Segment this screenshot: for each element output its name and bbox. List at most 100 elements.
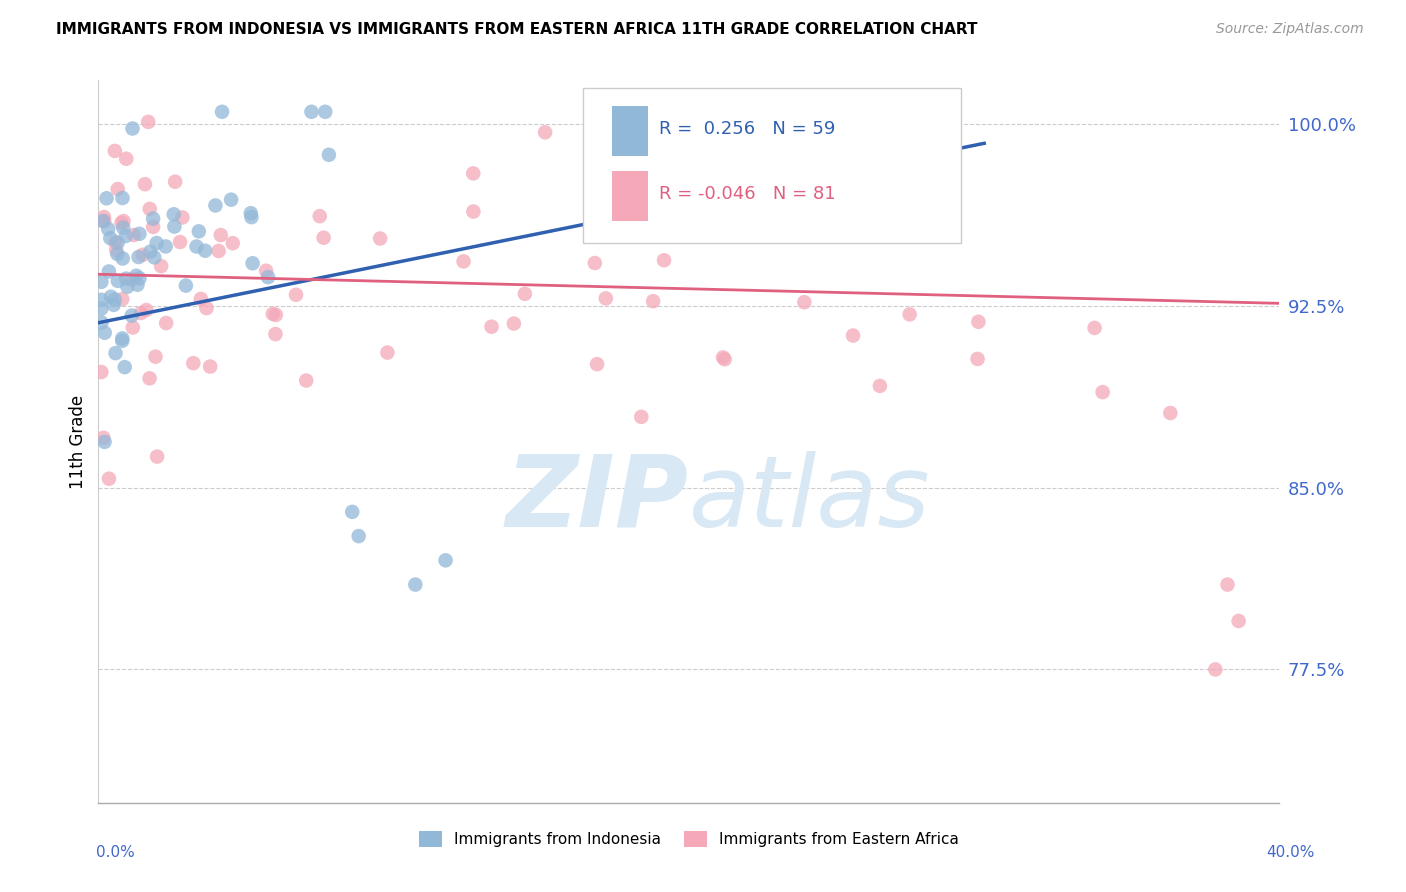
Point — [186, 239, 208, 253]
Point — [107, 274, 129, 288]
Point — [128, 250, 150, 264]
Point — [93, 434, 115, 449]
Point — [121, 121, 143, 136]
Point — [318, 148, 340, 162]
Text: R =  0.256   N = 59: R = 0.256 N = 59 — [659, 120, 835, 138]
Point — [107, 182, 129, 196]
Point — [209, 228, 232, 243]
Point — [115, 152, 138, 166]
Point — [239, 206, 262, 220]
Point — [713, 352, 735, 367]
Point — [368, 231, 391, 245]
Point — [115, 271, 138, 285]
Point — [181, 356, 204, 370]
Point — [104, 346, 127, 360]
FancyBboxPatch shape — [582, 87, 960, 243]
Point — [1227, 614, 1250, 628]
Point — [146, 450, 169, 464]
Point — [105, 243, 128, 257]
Point — [174, 278, 197, 293]
Point — [93, 326, 115, 340]
Point — [941, 195, 963, 210]
Point — [90, 275, 112, 289]
Point — [138, 371, 160, 385]
Text: ZIP: ZIP — [506, 450, 689, 548]
Point — [115, 229, 138, 244]
Point — [104, 235, 127, 250]
FancyBboxPatch shape — [612, 170, 648, 221]
Point — [163, 207, 186, 221]
Point — [128, 271, 150, 285]
Point — [194, 244, 217, 258]
Point — [842, 328, 865, 343]
Point — [453, 254, 475, 268]
Point — [96, 191, 118, 205]
Point — [967, 315, 990, 329]
Point — [93, 431, 115, 445]
Point — [1216, 577, 1239, 591]
FancyBboxPatch shape — [612, 105, 648, 156]
Point — [93, 214, 115, 228]
Point — [599, 203, 621, 218]
Point — [98, 231, 121, 245]
Point — [103, 298, 125, 312]
Point — [155, 316, 177, 330]
Point — [125, 268, 148, 283]
Point — [111, 334, 134, 348]
Point — [295, 374, 318, 388]
Point — [145, 236, 167, 251]
Point — [90, 316, 112, 330]
Point — [222, 236, 245, 251]
Point — [172, 211, 194, 225]
Point — [136, 115, 159, 129]
Point — [143, 251, 166, 265]
Point — [105, 247, 128, 261]
Point — [312, 230, 335, 244]
Point — [145, 350, 167, 364]
Point — [165, 175, 187, 189]
Point — [169, 235, 191, 249]
Text: 40.0%: 40.0% — [1267, 845, 1315, 860]
Point — [111, 292, 134, 306]
Point — [104, 293, 127, 307]
Point — [117, 279, 139, 293]
Text: R = -0.046   N = 81: R = -0.046 N = 81 — [659, 186, 837, 203]
Point — [643, 294, 665, 309]
Point — [112, 214, 135, 228]
Point — [898, 307, 921, 321]
Point — [104, 144, 127, 158]
Point — [257, 270, 280, 285]
Point — [111, 252, 134, 266]
Point — [121, 309, 143, 323]
Point — [1084, 321, 1107, 335]
Point — [219, 193, 242, 207]
Point — [668, 200, 690, 214]
Point — [586, 357, 609, 371]
Point — [264, 308, 287, 322]
Point — [150, 259, 173, 273]
Point — [347, 529, 370, 543]
Point — [121, 272, 143, 286]
Point — [187, 224, 209, 238]
Text: 0.0%: 0.0% — [96, 845, 135, 860]
Point — [314, 104, 336, 119]
Point — [463, 204, 485, 219]
Point — [652, 253, 675, 268]
Point — [463, 166, 485, 180]
Point — [254, 263, 277, 277]
Point — [966, 351, 988, 366]
Point — [127, 277, 149, 292]
Point — [100, 290, 122, 304]
Point — [1159, 406, 1181, 420]
Point — [90, 365, 112, 379]
Point — [139, 244, 162, 259]
Point — [121, 320, 143, 334]
Point — [262, 307, 284, 321]
Point — [869, 379, 891, 393]
Point — [240, 210, 263, 224]
Text: IMMIGRANTS FROM INDONESIA VS IMMIGRANTS FROM EASTERN AFRICA 11TH GRADE CORRELATI: IMMIGRANTS FROM INDONESIA VS IMMIGRANTS … — [56, 22, 977, 37]
Point — [534, 125, 557, 139]
Point — [207, 244, 229, 258]
Point — [91, 214, 114, 228]
Point — [98, 472, 121, 486]
